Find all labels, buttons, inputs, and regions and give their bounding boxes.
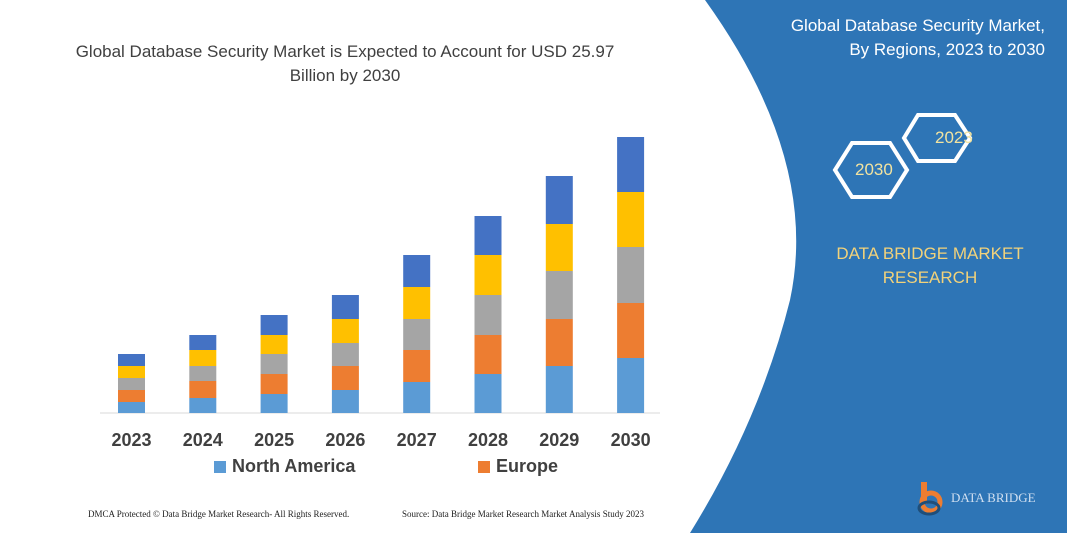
hexagon-2023 <box>901 113 973 163</box>
bar-segment-2025-series-2 <box>260 354 288 374</box>
chart-title: Global Database Security Market is Expec… <box>75 42 615 85</box>
bar-segment-2029-series-2 <box>545 271 573 319</box>
brand-text: DATA BRIDGE MARKET RESEARCH <box>820 242 1040 290</box>
legend-europe: Europe <box>478 456 558 477</box>
bar-segment-2024-series-4 <box>189 335 217 350</box>
bar-segment-2030-series-0 <box>617 358 645 413</box>
x-tick-label: 2024 <box>182 430 223 450</box>
bar-segment-2028-series-1 <box>474 335 502 374</box>
side-title-line1: Global Database Security Market, <box>790 16 1045 35</box>
bar-segment-2030-series-1 <box>617 303 645 358</box>
footer-copyright: DMCA Protected © Data Bridge Market Rese… <box>88 509 350 519</box>
company-logo: DATA BRIDGE <box>915 480 1036 516</box>
brand-line1: DATA BRIDGE MARKET <box>836 244 1024 263</box>
x-tick-label: 2030 <box>610 430 651 450</box>
side-title: Global Database Security Market, By Regio… <box>791 14 1045 62</box>
bar-segment-2023-series-0 <box>118 402 145 413</box>
bar-segment-2029-series-3 <box>545 224 573 271</box>
bar-segment-2026-series-3 <box>331 319 359 343</box>
bar-segment-2024-series-3 <box>189 350 217 366</box>
bar-segment-2030-series-4 <box>617 137 645 192</box>
bar-segment-2028-series-2 <box>474 295 502 335</box>
x-tick-label: 2026 <box>325 430 366 450</box>
bar-segment-2025-series-1 <box>260 374 288 394</box>
bar-segment-2029-series-4 <box>545 176 573 224</box>
hex-label-2030: 2030 <box>855 160 893 179</box>
bar-segment-2030-series-3 <box>617 192 645 247</box>
hexagon-2030 <box>832 141 910 199</box>
x-tick-label: 2023 <box>111 430 152 450</box>
legend-swatch <box>214 460 226 473</box>
bar-segment-2028-series-0 <box>474 374 502 413</box>
bar-segment-2030-series-2 <box>617 247 645 303</box>
brand-line2: RESEARCH <box>882 268 978 287</box>
bar-segment-2023-series-4 <box>118 354 145 366</box>
bar-segment-2023-series-3 <box>118 366 145 378</box>
side-title-line2: By Regions, 2023 to 2030 <box>849 40 1045 59</box>
blue-side-panel <box>690 0 1067 533</box>
bar-segment-2029-series-1 <box>545 319 573 366</box>
bar-segment-2023-series-1 <box>118 390 145 402</box>
bar-segment-2025-series-4 <box>260 315 288 335</box>
bar-segment-2027-series-2 <box>403 319 431 350</box>
bar-segment-2028-series-3 <box>474 255 502 295</box>
bar-segment-2027-series-3 <box>403 287 431 319</box>
bar-segment-2024-series-0 <box>189 398 217 413</box>
bar-segment-2026-series-1 <box>331 366 359 390</box>
bar-segment-2027-series-1 <box>403 350 431 382</box>
bar-segment-2024-series-1 <box>189 381 217 398</box>
bar-segment-2025-series-0 <box>260 394 288 413</box>
bars <box>118 137 645 413</box>
x-tick-label: 2028 <box>467 430 509 450</box>
bar-segment-2029-series-0 <box>545 366 573 413</box>
bar-segment-2027-series-4 <box>403 255 431 287</box>
logo-icon <box>917 482 943 516</box>
legend-swatch <box>478 460 490 473</box>
bar-segment-2027-series-0 <box>403 382 431 413</box>
bar-segment-2023-series-2 <box>118 378 145 390</box>
x-tick-label: 2025 <box>254 430 295 450</box>
x-tick-label: 2029 <box>539 430 580 450</box>
x-tick-label: 2027 <box>396 430 437 450</box>
bar-segment-2026-series-4 <box>331 295 359 319</box>
bar-segment-2026-series-2 <box>331 343 359 366</box>
legend-label: North America <box>232 456 356 476</box>
legend-north-america: North America <box>214 456 355 477</box>
footer-source: Source: Data Bridge Market Research Mark… <box>402 509 644 519</box>
bar-segment-2028-series-4 <box>474 216 502 255</box>
hex-label-2023: 2023 <box>935 128 973 147</box>
legend-label: Europe <box>496 456 559 476</box>
logo-text: DATA BRIDGE <box>951 490 1036 505</box>
bar-segment-2026-series-0 <box>331 390 359 413</box>
bar-segment-2024-series-2 <box>189 366 217 381</box>
bar-segment-2025-series-3 <box>260 335 288 354</box>
